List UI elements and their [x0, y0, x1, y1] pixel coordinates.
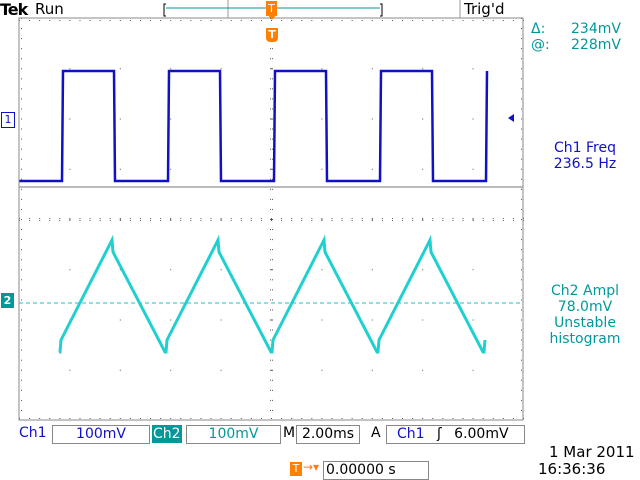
ch2-scale[interactable]: 100mV — [186, 425, 281, 444]
timebase-label: M — [283, 425, 296, 441]
ch2-ground-marker[interactable]: 2 — [1, 293, 14, 308]
graticule — [19, 18, 524, 419]
ch2-waveform — [58, 234, 487, 354]
cursor-delta-value: 234mV — [571, 21, 621, 37]
time: 16:36:36 — [538, 460, 606, 478]
cursor-delta-label: Δ: — [531, 21, 546, 37]
trigger-position-field[interactable]: 0.00000 s — [323, 461, 429, 480]
record-view-brackets — [163, 3, 383, 17]
cursor-at-value: 228mV — [571, 37, 621, 53]
arrow-down-icon: →▾ — [303, 460, 320, 474]
timebase-value[interactable]: 2.00ms — [296, 425, 360, 444]
trigger-settings[interactable]: Ch1 ʃ 6.00mV — [386, 425, 525, 444]
brand-logo: Tek — [0, 0, 28, 19]
trigger-marker[interactable]: T — [266, 28, 278, 42]
ch1-scale[interactable]: 100mV — [52, 425, 150, 444]
ch1-ground-marker[interactable]: 1 — [1, 112, 15, 128]
trigger-mode: A — [371, 425, 381, 441]
ch2-measurement: Ch2 Ampl 78.0mV Unstable histogram — [549, 283, 621, 347]
ch1-waveform — [19, 69, 489, 183]
ch2-label: Ch2 — [152, 425, 182, 443]
cursor-at-label: @: — [531, 37, 550, 53]
ch1-measurement: Ch1 Freq 236.5 Hz — [553, 140, 617, 172]
trigger-position-marker: T — [266, 1, 277, 16]
rising-edge-icon: ʃ — [437, 426, 442, 442]
ch1-trigger-level-icon — [508, 114, 514, 122]
acquisition-state: Run — [35, 0, 64, 18]
ch1-label: Ch1 — [19, 425, 47, 441]
trigger-position-icon: T — [290, 462, 302, 476]
date: 1 Mar 2011 — [549, 443, 635, 461]
trigger-status: Trig'd — [464, 0, 505, 18]
